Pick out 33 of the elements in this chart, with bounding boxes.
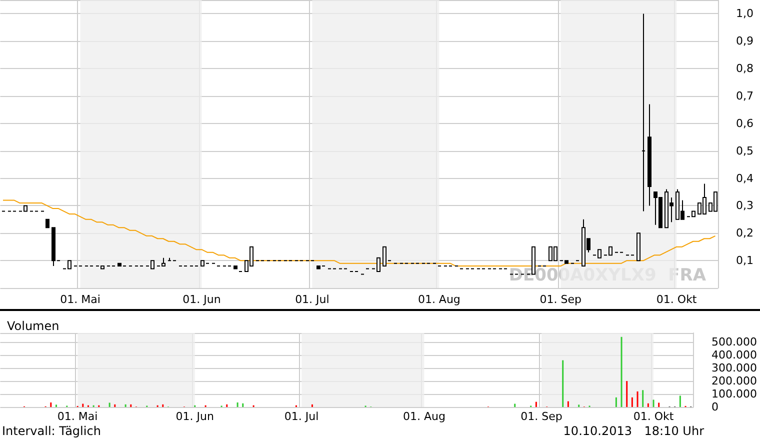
x-tick-label: 01. Jul bbox=[295, 293, 330, 306]
y-tick-label: 0,2 bbox=[736, 226, 754, 240]
x-tick-label: 01. Okt bbox=[633, 410, 674, 423]
x-tick-label: 01. Aug bbox=[418, 293, 460, 306]
y-tick-label: 200.000 bbox=[712, 374, 758, 388]
x-tick-label: 01. Jun bbox=[176, 410, 214, 423]
chart-title: Volumen bbox=[7, 319, 60, 333]
x-tick-label: 01. Aug bbox=[402, 410, 446, 423]
text: 10.10.2013 bbox=[563, 424, 632, 438]
x-tick-label: 01. Jul bbox=[284, 410, 319, 423]
x-tick-label: 01. Mai bbox=[60, 293, 100, 306]
line-series bbox=[2, 200, 716, 267]
y-tick-label: 100.000 bbox=[712, 388, 758, 401]
text: 18:10 Uhr bbox=[644, 424, 704, 438]
x-tick-label: 01. Sep bbox=[540, 293, 582, 306]
y-tick-label: 300.000 bbox=[712, 362, 758, 375]
x-tick-label: 01. Sep bbox=[520, 410, 562, 423]
y-tick-label: 400.000 bbox=[712, 348, 758, 362]
x-tick-label: 01. Jun bbox=[182, 293, 221, 306]
y-tick-label: 0,3 bbox=[736, 199, 754, 212]
y-tick-label: 0,4 bbox=[736, 172, 754, 185]
y-tick-label: 0,1 bbox=[736, 254, 754, 268]
text: Intervall: Täglich bbox=[2, 424, 101, 438]
y-tick-label: 0,6 bbox=[736, 116, 754, 130]
y-tick-label: 0,8 bbox=[736, 62, 754, 76]
y-tick-label: 0,7 bbox=[736, 90, 754, 102]
x-tick-label: 01. Okt bbox=[656, 293, 698, 306]
y-tick-label: 500.000 bbox=[712, 336, 758, 349]
y-tick-label: 0,5 bbox=[736, 144, 754, 158]
y-tick-label: 1,0 bbox=[736, 7, 754, 20]
x-tick-label: 01. Mai bbox=[57, 410, 98, 423]
y-tick-label: 0,9 bbox=[736, 34, 754, 48]
y-tick-label: 0 bbox=[712, 400, 719, 414]
